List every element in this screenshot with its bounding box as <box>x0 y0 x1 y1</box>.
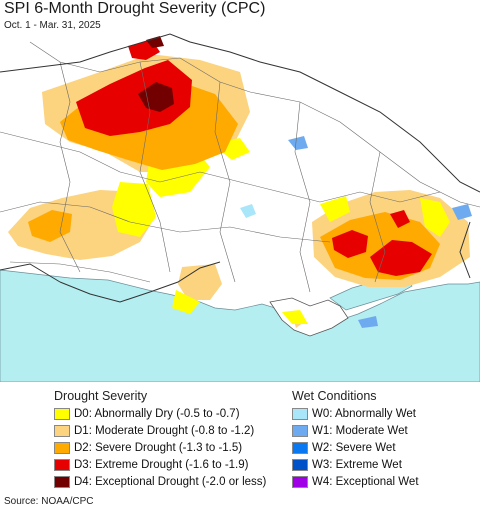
legend-label-w4: W4: Exceptional Wet <box>312 476 419 488</box>
legend-swatch-d1 <box>54 425 70 437</box>
legend-item-d1: D1: Moderate Drought (-0.8 to -1.2) <box>54 423 254 439</box>
legend-item-w0: W0: Abnormally Wet <box>292 406 416 422</box>
d3-areas <box>76 40 432 276</box>
legend-label-w1: W1: Moderate Wet <box>312 425 408 437</box>
legend-label-w2: W2: Severe Wet <box>312 442 396 454</box>
legend-swatch-w4 <box>292 476 308 488</box>
legend-item-d3: D3: Extreme Drought (-1.6 to -1.9) <box>54 457 248 473</box>
legend-item-w1: W1: Moderate Wet <box>292 423 408 439</box>
legend-item-w3: W3: Extreme Wet <box>292 457 402 473</box>
source-credit: Source: NOAA/CPC <box>4 496 94 507</box>
legend-swatch-d4 <box>54 476 70 488</box>
legend-label-d0: D0: Abnormally Dry (-0.5 to -0.7) <box>74 408 240 420</box>
legend-swatch-d2 <box>54 442 70 454</box>
legend-swatch-w0 <box>292 408 308 420</box>
legend-swatch-d0 <box>54 408 70 420</box>
legend-label-d1: D1: Moderate Drought (-0.8 to -1.2) <box>74 425 255 437</box>
legend-item-d2: D2: Severe Drought (-1.3 to -1.5) <box>54 440 242 456</box>
legend-item-w4: W4: Exceptional Wet <box>292 474 419 490</box>
legend-label-d2: D2: Severe Drought (-1.3 to -1.5) <box>74 442 243 454</box>
legend-swatch-d3 <box>54 459 70 471</box>
legend-label-d4: D4: Exceptional Drought (-2.0 or less) <box>74 476 267 488</box>
legend-item-d4: D4: Exceptional Drought (-2.0 or less) <box>54 474 266 490</box>
admin-borders <box>0 41 480 293</box>
map-title: SPI 6-Month Drought Severity (CPC) <box>4 0 266 17</box>
legend-swatch-w2 <box>292 442 308 454</box>
map-date-range: Oct. 1 - Mar. 31, 2025 <box>4 20 101 31</box>
wet-legend-heading: Wet Conditions <box>292 389 377 403</box>
crimea <box>269 297 349 337</box>
d4-areas <box>138 36 174 112</box>
legend-swatch-w3 <box>292 459 308 471</box>
legend-label-w0: W0: Abnormally Wet <box>312 408 416 420</box>
drought-map <box>0 32 480 382</box>
legend-label-d3: D3: Extreme Drought (-1.6 to -1.9) <box>74 459 249 471</box>
drought-legend-heading: Drought Severity <box>54 389 148 403</box>
legend-swatch-w1 <box>292 425 308 437</box>
wet-areas <box>240 136 472 328</box>
country-borders <box>0 33 480 303</box>
legend-item-w2: W2: Severe Wet <box>292 440 396 456</box>
legend-label-w3: W3: Extreme Wet <box>312 459 402 471</box>
legend-item-d0: D0: Abnormally Dry (-0.5 to -0.7) <box>54 406 240 422</box>
